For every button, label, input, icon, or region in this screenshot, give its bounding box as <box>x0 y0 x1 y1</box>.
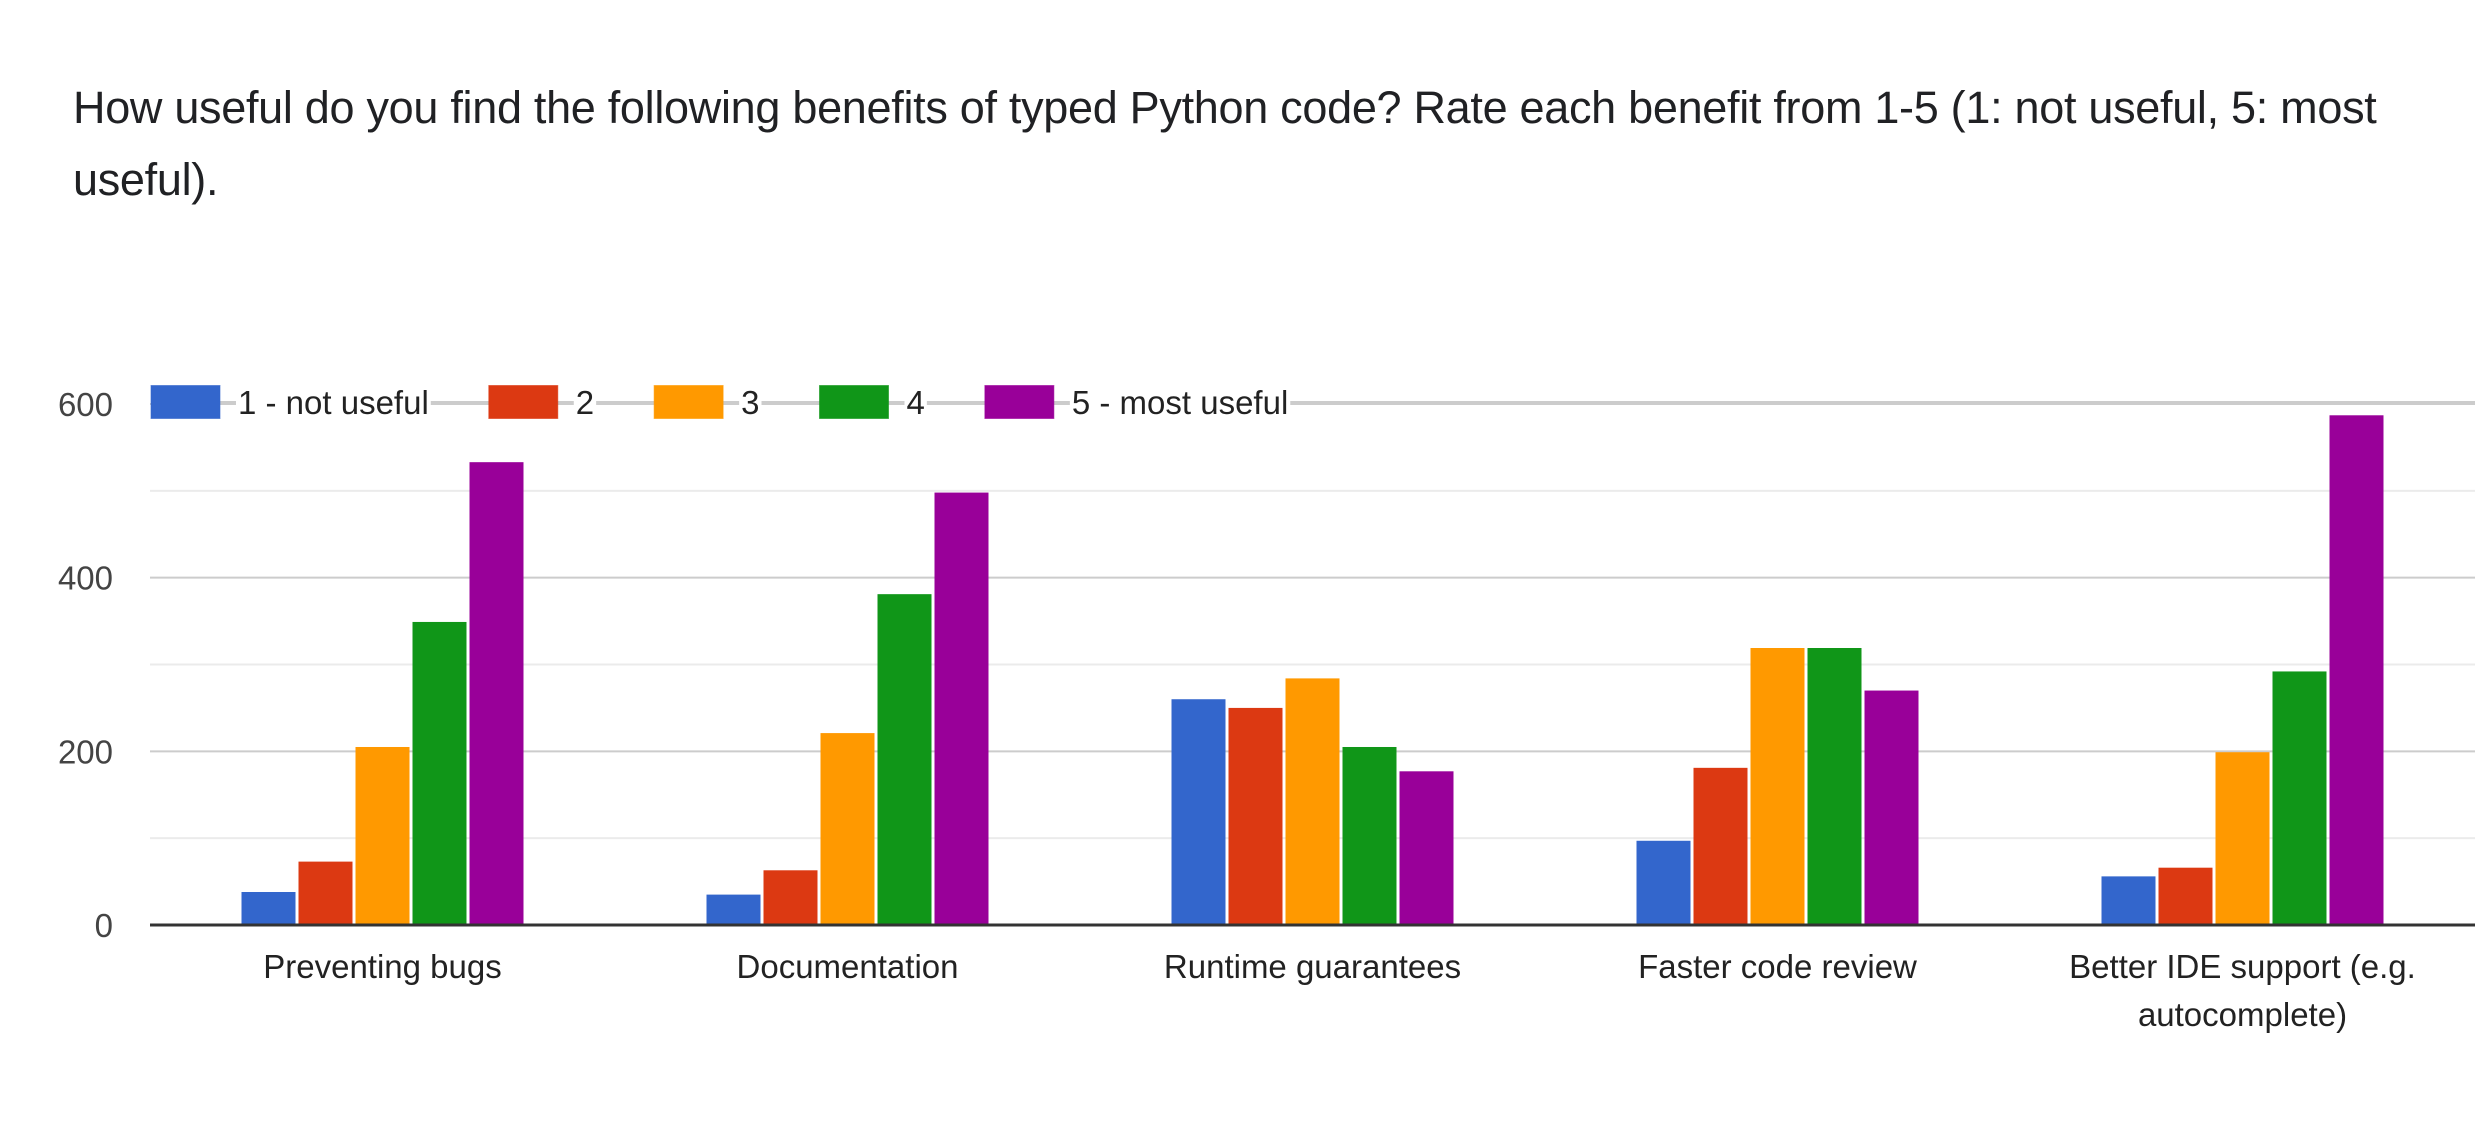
bar <box>2158 867 2213 925</box>
legend: 1 - not useful 2 3 4 5 - most useful <box>150 382 2475 422</box>
bar <box>1228 707 1283 925</box>
chart-title: How useful do you find the following ben… <box>73 82 2377 205</box>
legend-items: 1 - not useful 2 3 4 5 - most useful <box>150 382 2475 422</box>
bar <box>2329 415 2384 925</box>
bar <box>1171 699 1226 925</box>
legend-label: 4 <box>907 384 925 421</box>
x-tick-label: Faster code review <box>1638 948 1917 985</box>
x-tick-label-line: Preventing bugs <box>263 948 502 985</box>
bar <box>469 462 524 925</box>
legend-item: 1 - not useful <box>150 382 431 422</box>
x-tick-label-line: Better IDE support (e.g. <box>2069 948 2416 985</box>
bar <box>877 594 932 925</box>
bar <box>1636 840 1691 925</box>
legend-label: 5 - most useful <box>1072 384 1288 421</box>
x-tick-label: Better IDE support (e.g. autocomplete) <box>2069 948 2416 1033</box>
legend-item: 3 <box>653 382 762 422</box>
y-axis: 0 200 400 600 <box>58 386 113 944</box>
x-tick-label-line: Documentation <box>737 948 959 985</box>
bar <box>1864 690 1919 925</box>
bar <box>1807 648 1862 925</box>
bar <box>1750 648 1805 925</box>
legend-label-background <box>1069 382 1291 422</box>
bar <box>2272 671 2327 925</box>
legend-swatch <box>488 385 559 419</box>
y-tick-label: 200 <box>58 733 113 770</box>
legend-label: 2 <box>576 384 594 421</box>
x-tick-label: Runtime guarantees <box>1164 948 1461 985</box>
bar <box>241 892 296 925</box>
bar <box>412 621 467 925</box>
bar <box>1399 771 1454 925</box>
bar <box>706 894 761 925</box>
x-tick-label: Documentation <box>737 948 959 985</box>
legend-label-background <box>739 382 762 422</box>
bar <box>934 492 989 925</box>
bar <box>763 870 818 925</box>
legend-swatch <box>819 385 889 419</box>
x-tick-label-line: Runtime guarantees <box>1164 948 1461 985</box>
bar <box>1342 746 1397 925</box>
legend-item: 5 - most useful <box>984 382 1291 422</box>
x-axis: Preventing bugs Documentation Runtime guar… <box>263 948 2416 1033</box>
legend-label: 3 <box>741 384 759 421</box>
legend-swatch <box>150 385 221 419</box>
legend-label: 1 - not useful <box>238 384 429 421</box>
legend-swatch <box>653 385 724 419</box>
legend-label-background <box>904 382 927 422</box>
y-tick-label: 600 <box>58 386 113 423</box>
bar <box>820 733 875 925</box>
x-tick-label-line: autocomplete) <box>2138 996 2347 1033</box>
y-tick-label: 0 <box>95 907 113 944</box>
x-tick-label: Preventing bugs <box>263 948 502 985</box>
legend-label-background <box>573 382 597 422</box>
bar <box>2101 876 2156 925</box>
legend-swatch <box>984 385 1055 419</box>
legend-label-background <box>236 382 431 422</box>
legend-item: 4 <box>819 382 927 422</box>
x-tick-label-line: Faster code review <box>1638 948 1917 985</box>
bar <box>2215 752 2270 925</box>
y-tick-label: 400 <box>58 560 113 597</box>
bar <box>355 746 410 925</box>
bar <box>1285 678 1340 925</box>
bar <box>298 861 353 925</box>
legend-item: 2 <box>488 382 597 422</box>
bar <box>1693 767 1748 925</box>
bars <box>241 415 2384 925</box>
